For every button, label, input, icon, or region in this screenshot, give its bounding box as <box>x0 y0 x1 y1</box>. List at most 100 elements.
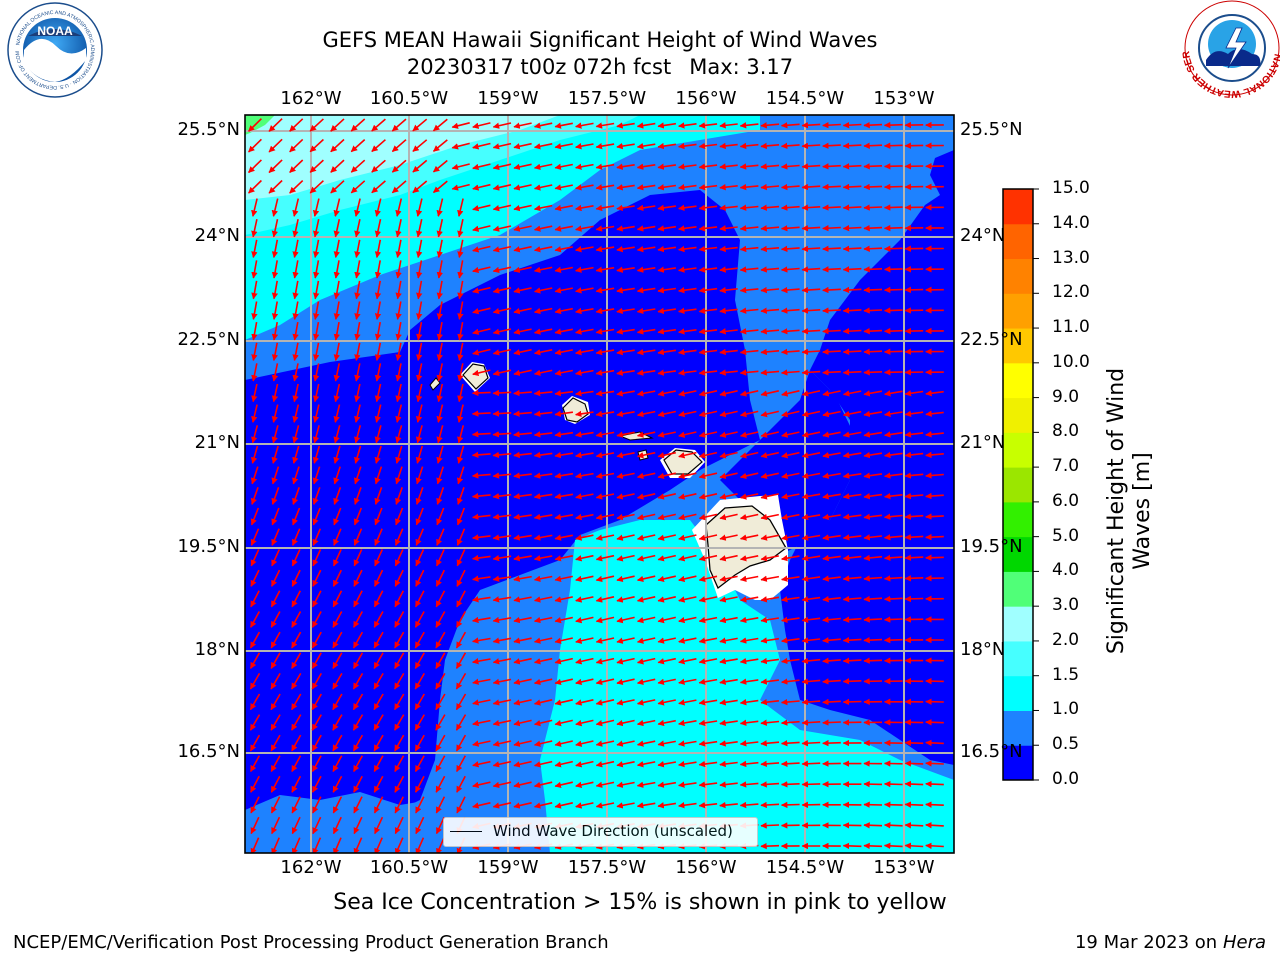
wind-wave-arrow <box>451 142 470 150</box>
wind-wave-arrow <box>533 307 553 315</box>
wind-wave-arrow <box>883 575 903 582</box>
wind-wave-arrow <box>354 198 361 217</box>
wind-wave-arrow <box>842 390 862 397</box>
wind-wave-arrow <box>883 554 903 562</box>
wind-wave-arrow <box>863 390 883 397</box>
wind-wave-arrow <box>394 611 405 628</box>
wind-wave-arrow <box>698 348 718 356</box>
wind-wave-arrow <box>863 493 883 500</box>
wind-wave-arrow <box>883 348 903 355</box>
wind-wave-arrow <box>250 569 260 587</box>
wind-wave-arrow <box>657 657 676 665</box>
wind-wave-arrow <box>311 611 322 628</box>
wind-wave-arrow <box>883 204 903 211</box>
wind-wave-arrow <box>719 266 738 273</box>
wind-wave-arrow <box>471 451 491 459</box>
wind-wave-arrow <box>313 363 320 382</box>
wind-wave-arrow <box>492 637 512 644</box>
wind-wave-arrow <box>455 693 467 711</box>
wind-wave-arrow <box>780 245 800 253</box>
wind-wave-arrow <box>595 307 615 315</box>
wind-wave-arrow <box>883 822 903 829</box>
wind-wave-arrow <box>863 534 882 541</box>
wind-wave-arrow <box>374 466 383 485</box>
wind-wave-arrow <box>251 363 258 382</box>
map-frame <box>244 114 955 854</box>
lat-tick-left: 24°N <box>194 225 240 246</box>
wind-wave-arrow <box>270 590 281 608</box>
wind-wave-arrow <box>292 487 300 505</box>
wind-wave-arrow <box>739 410 759 418</box>
wind-wave-arrow <box>457 219 464 238</box>
wind-wave-arrow <box>863 369 883 376</box>
wind-wave-arrow <box>760 183 780 191</box>
wind-wave-arrow <box>492 389 512 397</box>
wind-wave-arrow <box>513 204 532 212</box>
wind-wave-arrow <box>636 699 656 706</box>
wind-wave-arrow <box>554 616 573 624</box>
wind-wave-arrow <box>822 678 841 685</box>
wind-wave-arrow <box>575 328 594 335</box>
wind-wave-arrow <box>513 554 532 562</box>
wind-wave-arrow <box>432 118 448 132</box>
wind-wave-arrow <box>657 142 677 150</box>
wind-wave-arrow <box>554 369 573 376</box>
wind-wave-arrow <box>292 363 299 382</box>
wind-wave-arrow <box>842 224 862 232</box>
wind-wave-arrow <box>760 596 780 603</box>
wind-wave-arrow <box>678 493 697 500</box>
wind-wave-arrow <box>456 569 466 587</box>
wind-wave-arrow <box>801 760 821 767</box>
wind-wave-arrow <box>739 183 759 191</box>
wind-wave-arrow <box>575 678 594 686</box>
wind-wave-arrow <box>333 383 341 403</box>
wind-wave-arrow <box>595 760 615 768</box>
wind-wave-arrow <box>575 246 594 253</box>
wind-wave-arrow <box>354 219 361 238</box>
wind-wave-arrow <box>719 760 738 768</box>
wind-wave-arrow <box>251 260 258 279</box>
lat-tick-right: 18°N <box>960 639 1006 660</box>
wind-wave-arrow <box>719 740 738 747</box>
wind-wave-arrow <box>780 719 800 726</box>
wind-wave-arrow <box>616 493 635 500</box>
wind-wave-arrow <box>595 802 615 809</box>
wind-wave-arrow <box>456 487 465 505</box>
wind-wave-arrow <box>291 714 302 731</box>
wind-wave-arrow <box>678 637 697 644</box>
wind-wave-arrow <box>472 286 491 294</box>
wind-wave-arrow <box>884 431 903 438</box>
wind-wave-arrow <box>739 369 759 376</box>
wind-wave-arrow <box>863 472 883 479</box>
wind-wave-arrow <box>657 781 677 788</box>
wind-wave-arrow <box>251 198 258 217</box>
wind-wave-arrow <box>760 122 780 129</box>
wind-wave-arrow <box>678 575 697 583</box>
wind-wave-arrow <box>373 714 384 731</box>
wind-wave-arrow <box>330 180 345 194</box>
wind-wave-arrow <box>636 348 656 356</box>
wind-wave-arrow <box>291 755 302 773</box>
wind-wave-arrow <box>575 451 594 459</box>
wind-wave-arrow <box>415 507 424 526</box>
wind-wave-arrow <box>801 307 821 314</box>
wind-wave-arrow <box>492 472 512 479</box>
wind-wave-arrow <box>455 631 467 649</box>
wind-wave-arrow <box>822 390 841 397</box>
wind-wave-arrow <box>801 493 821 500</box>
wind-wave-arrow <box>822 513 841 521</box>
wind-wave-arrow <box>533 451 553 459</box>
wind-wave-arrow <box>616 184 635 191</box>
wind-wave-arrow <box>533 760 553 768</box>
wind-wave-arrow <box>412 159 428 173</box>
wind-wave-arrow <box>513 307 532 315</box>
wind-wave-arrow <box>616 287 635 294</box>
wind-wave-arrow <box>533 246 553 253</box>
colorbar-swatch <box>1003 536 1033 572</box>
wind-wave-arrow <box>863 286 883 294</box>
wind-wave-arrow <box>415 425 423 444</box>
wind-wave-arrow <box>432 139 448 152</box>
wind-wave-arrow <box>333 487 342 505</box>
wind-wave-arrow <box>678 699 697 706</box>
footer-date: 19 Mar 2023 on Hera <box>1075 932 1266 953</box>
